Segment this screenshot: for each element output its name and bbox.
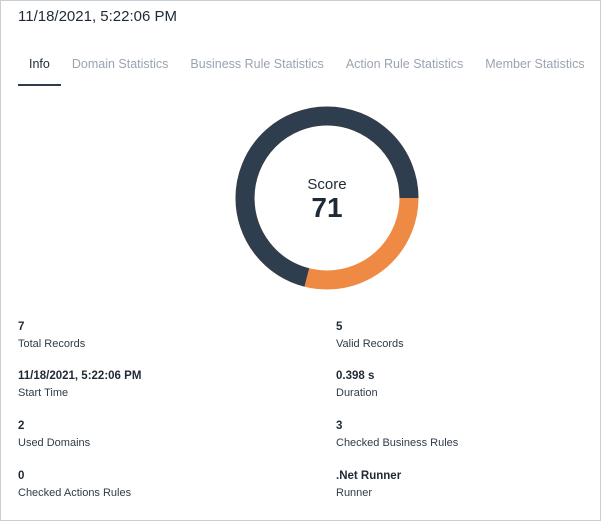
stat-value: 11/18/2021, 5:22:06 PM	[18, 370, 142, 382]
score-value: 71	[311, 192, 343, 223]
stat-label: Valid Records	[336, 338, 404, 350]
stat-value: .Net Runner	[336, 470, 402, 482]
stat-label: Start Time	[18, 387, 69, 399]
stat-duration: 0.398 s Duration	[336, 370, 378, 399]
stat-start-time: 11/18/2021, 5:22:06 PM Start Time	[18, 370, 141, 399]
stat-value: 3	[336, 420, 343, 432]
score-filled-arc	[235, 106, 419, 290]
stat-used-domains: 2 Used Domains	[18, 420, 90, 449]
score-label: Score	[307, 176, 347, 193]
stat-value: 7	[18, 321, 25, 333]
score-gauge: Score 71	[235, 106, 419, 290]
stat-label: Checked Actions Rules	[18, 487, 132, 499]
stat-checked-business-rules: 3 Checked Business Rules	[336, 420, 458, 449]
stat-runner: .Net Runner Runner	[336, 470, 401, 499]
stat-value: 0.398 s	[336, 370, 375, 382]
stat-label: Runner	[336, 487, 373, 499]
stat-label: Duration	[336, 387, 378, 399]
tab-domain-statistics[interactable]: Domain Statistics	[71, 57, 169, 71]
stat-checked-actions-rules: 0 Checked Actions Rules	[18, 470, 131, 499]
score-donut	[235, 106, 419, 290]
stat-label: Total Records	[18, 338, 86, 350]
stat-value: 5	[336, 321, 343, 333]
run-timestamp-title: 11/18/2021, 5:22:06 PM	[18, 8, 178, 25]
stat-valid-records: 5 Valid Records	[336, 321, 404, 350]
stat-value: 0	[18, 470, 25, 482]
tab-info[interactable]: Info	[18, 56, 61, 86]
tab-bar: Info Domain Statistics Business Rule Sta…	[18, 56, 596, 86]
tab-member-statistics[interactable]: Member Statistics	[485, 57, 585, 71]
tab-action-rule-statistics[interactable]: Action Rule Statistics	[345, 57, 464, 71]
stat-total-records: 7 Total Records	[18, 321, 85, 350]
stat-label: Checked Business Rules	[336, 437, 459, 449]
stat-value: 2	[18, 420, 25, 432]
tab-business-rule-statistics[interactable]: Business Rule Statistics	[190, 57, 324, 71]
stat-label: Used Domains	[18, 437, 91, 449]
